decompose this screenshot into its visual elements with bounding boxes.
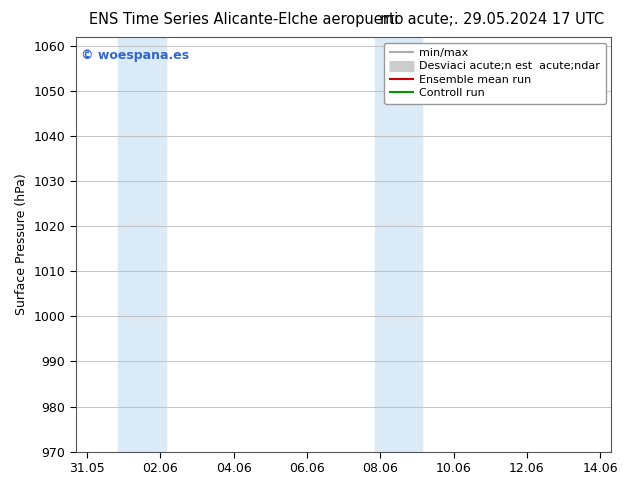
Text: ENS Time Series Alicante-Elche aeropuerto: ENS Time Series Alicante-Elche aeropuert… [89, 12, 403, 27]
Y-axis label: Surface Pressure (hPa): Surface Pressure (hPa) [15, 173, 28, 315]
Bar [118, 37, 165, 452]
Text: mi  acute;. 29.05.2024 17 UTC: mi acute;. 29.05.2024 17 UTC [380, 12, 605, 27]
Bar [375, 37, 422, 452]
Text: © woespana.es: © woespana.es [81, 49, 190, 63]
Legend: min/max, Desviaci acute;n est  acute;ndar, Ensemble mean run, Controll run: min/max, Desviaci acute;n est acute;ndar… [384, 43, 605, 104]
